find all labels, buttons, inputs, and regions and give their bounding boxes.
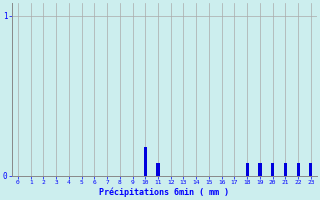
Bar bbox=[271, 163, 274, 176]
Bar bbox=[245, 163, 249, 176]
Bar bbox=[144, 147, 147, 176]
Bar bbox=[284, 163, 287, 176]
Bar bbox=[258, 163, 261, 176]
Bar bbox=[297, 163, 300, 176]
Bar bbox=[309, 163, 312, 176]
Bar bbox=[156, 163, 160, 176]
X-axis label: Précipitations 6min ( mm ): Précipitations 6min ( mm ) bbox=[100, 188, 229, 197]
